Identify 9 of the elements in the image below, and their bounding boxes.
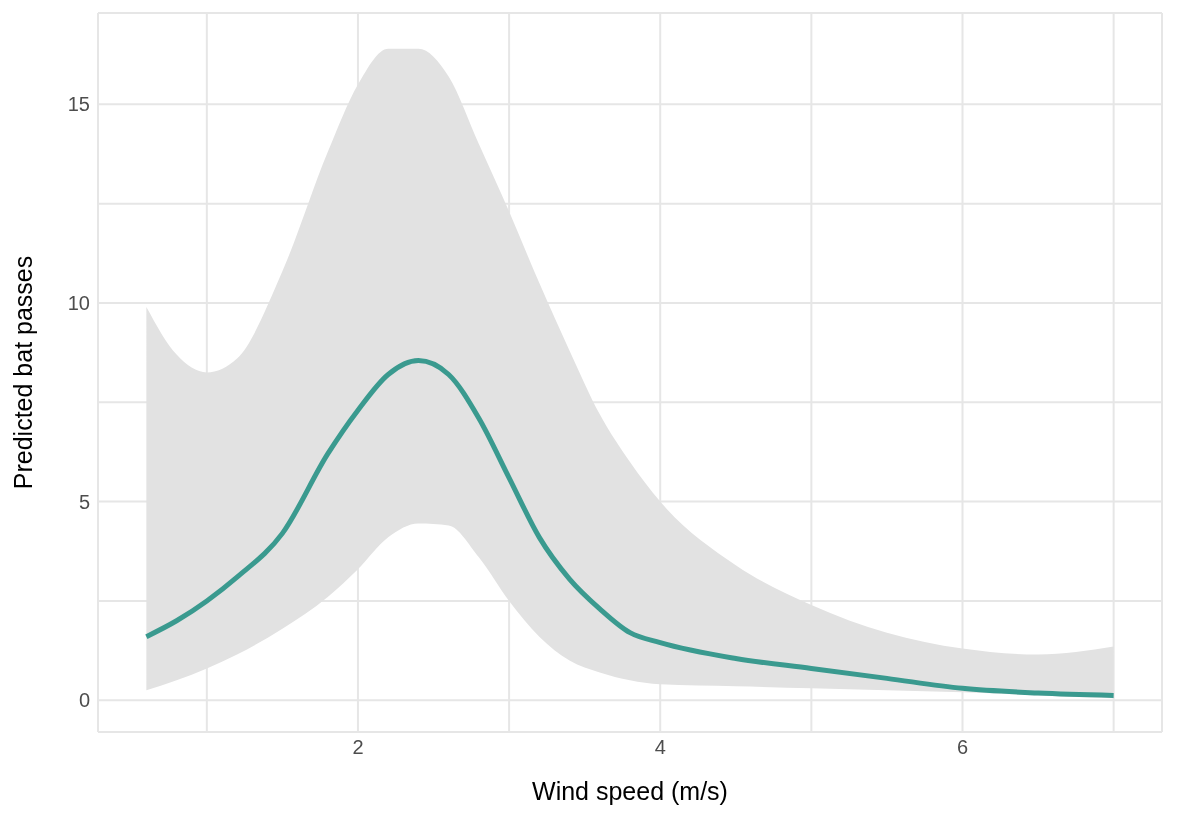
x-axis-title: Wind speed (m/s) <box>532 777 728 805</box>
x-tick-label: 4 <box>654 736 666 759</box>
x-tick-label: 2 <box>352 736 364 759</box>
y-tick-label: 15 <box>67 93 90 116</box>
y-tick-label: 5 <box>78 490 90 513</box>
y-tick-label: 0 <box>78 689 90 712</box>
x-tick-label: 6 <box>956 736 969 759</box>
y-tick-label: 10 <box>67 292 90 315</box>
y-axis-title: Predicted bat passes <box>8 255 37 490</box>
